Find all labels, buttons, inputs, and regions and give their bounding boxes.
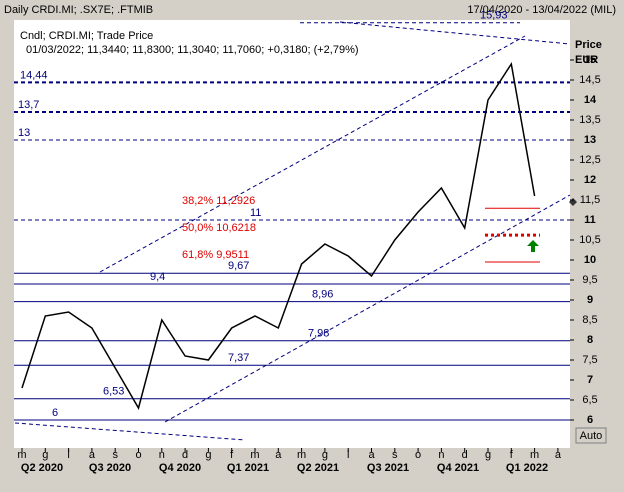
x-tick-label: a	[89, 449, 96, 461]
quarter-label: Q3 2021	[367, 462, 409, 474]
x-tick-label: o	[135, 449, 141, 461]
y-tick-label: 15	[584, 54, 596, 66]
level-label: 13,7	[18, 99, 39, 111]
y-tick-label: 10	[584, 254, 596, 266]
level-label: 13	[18, 127, 30, 139]
level-label: 9,4	[150, 271, 165, 283]
auto-button[interactable]	[575, 427, 607, 444]
quarter-label: Q1 2022	[506, 462, 548, 474]
x-tick-label: g	[205, 449, 211, 461]
x-tick-label: d	[462, 449, 468, 461]
price-line	[21, 61, 536, 410]
arrow-icon	[527, 240, 539, 252]
y-tick-label: 12,5	[579, 154, 600, 166]
fib-label: 38,2% 11,2926	[182, 195, 255, 207]
channel-lower	[164, 194, 571, 423]
trend-low	[14, 422, 246, 441]
x-tick-label: f	[510, 449, 514, 461]
x-tick-label: m	[297, 449, 306, 461]
fib-label: 61,8% 9,9511	[182, 249, 249, 261]
auto-label[interactable]: Auto	[580, 430, 603, 442]
x-tick-label: s	[112, 449, 118, 461]
quarter-label: Q4 2021	[437, 462, 479, 474]
trend-top	[339, 21, 571, 45]
y-tick-label: 13,5	[579, 114, 600, 126]
x-tick-label: m	[250, 449, 259, 461]
y-tick-label: 14,5	[579, 74, 600, 86]
y-tick-label: 14	[584, 94, 597, 106]
x-tick-label: s	[392, 449, 398, 461]
y-tick-label: 11	[584, 214, 596, 226]
plot-area	[14, 20, 570, 448]
y-tick-label: 7	[587, 374, 593, 386]
level-label: 8,96	[312, 289, 333, 301]
x-tick-label: n	[438, 449, 444, 461]
x-tick-label: a	[275, 449, 282, 461]
x-tick-label: o	[415, 449, 421, 461]
x-tick-label: m	[530, 449, 539, 461]
y-tick-label: 8,5	[582, 314, 597, 326]
quarter-label: Q3 2020	[89, 462, 131, 474]
x-tick-label: g	[322, 449, 328, 461]
x-tick-label: f	[230, 449, 234, 461]
quarter-label: Q1 2021	[227, 462, 269, 474]
level-label: 6	[52, 407, 58, 419]
fib-label: 50,0% 10,6218	[182, 222, 256, 234]
level-label: 6,53	[103, 386, 124, 398]
quarter-label: Q4 2020	[159, 462, 201, 474]
y-tick-label: 10,5	[579, 234, 600, 246]
y-tick-label: 6,5	[582, 394, 597, 406]
y-tick-label: 7,5	[582, 354, 597, 366]
y-tick-label: 13	[584, 134, 596, 146]
level-label: 11	[250, 207, 261, 219]
y-title: Price	[575, 39, 602, 51]
level-label: 9,67	[228, 260, 249, 272]
x-tick-label: g	[485, 449, 491, 461]
y-title: EUR	[575, 54, 598, 66]
y-tick-label: 12	[584, 174, 596, 186]
y-tick-label: 9	[587, 294, 593, 306]
quarter-label: Q2 2020	[21, 462, 63, 474]
x-tick-label: m	[17, 449, 26, 461]
legend-line: Cndl; CRDI.MI; Trade Price	[20, 30, 153, 42]
y-tick-label: 9,5	[582, 274, 597, 286]
legend-line: 01/03/2022; 11,3440; 11,8300; 11,3040; 1…	[26, 44, 359, 56]
x-tick-label: l	[67, 449, 69, 461]
y-tick-label: 8	[587, 334, 593, 346]
level-label: 14,44	[20, 69, 48, 81]
header-title: Daily CRDI.MI; .SX7E; .FTMIB	[4, 4, 153, 16]
x-tick-label: n	[159, 449, 165, 461]
level-label: 7,37	[228, 352, 249, 364]
x-tick-label: l	[347, 449, 349, 461]
quarter-label: Q2 2021	[297, 462, 339, 474]
x-tick-label: g	[42, 449, 48, 461]
x-tick-label: d	[182, 449, 188, 461]
level-label: 15,93	[480, 10, 508, 22]
level-label: 7,98	[308, 328, 329, 340]
y-tick-label: 11,5	[580, 194, 601, 206]
x-tick-label: a	[555, 449, 562, 461]
header-range: 17/04/2020 - 13/04/2022 (MIL)	[467, 4, 616, 16]
y-tick-label: 6	[587, 414, 593, 426]
x-tick-label: a	[368, 449, 375, 461]
